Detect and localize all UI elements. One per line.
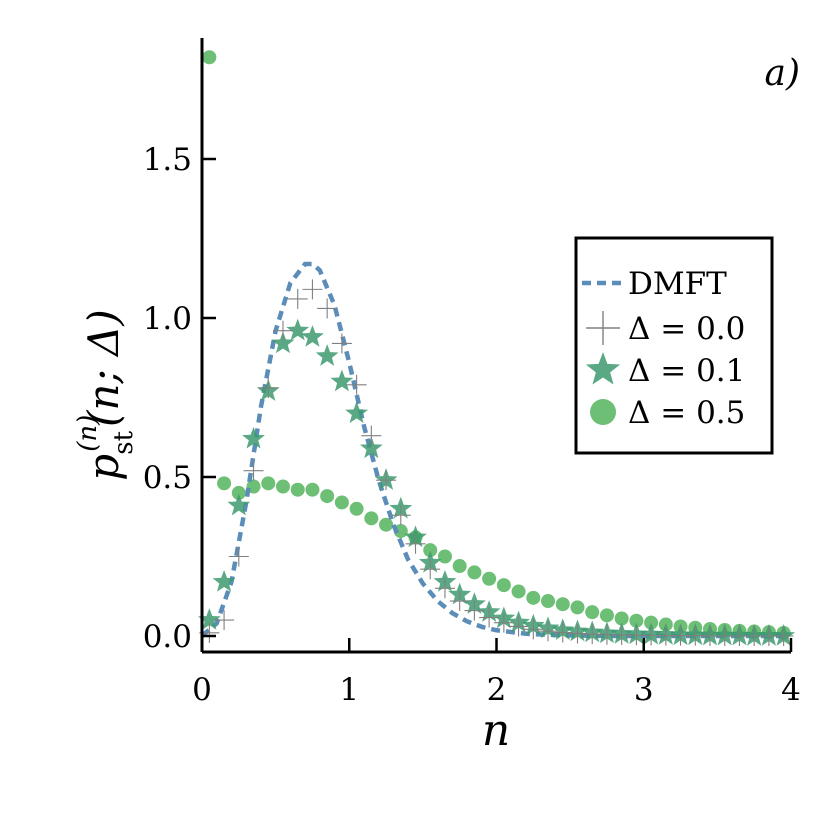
data-point: [570, 600, 585, 615]
data-point: [305, 482, 320, 497]
svg-text:p(n)st(n; Δ): p(n) st (n; Δ): [73, 309, 139, 480]
y-axis-title-args: (n; Δ): [79, 309, 128, 427]
data-point: [349, 501, 364, 516]
data-point: [479, 607, 500, 628]
data-point: [243, 460, 264, 481]
x-tick-label: 4: [781, 672, 801, 708]
data-point: [315, 344, 339, 366]
data-point: [364, 511, 379, 526]
data-point: [555, 597, 570, 612]
data-point: [582, 624, 603, 645]
y-tick-label: 0.0: [143, 619, 192, 655]
data-point: [434, 578, 455, 599]
data-point: [452, 559, 467, 574]
y-tick-label: 1.0: [143, 301, 192, 337]
series-line-dmft: [200, 261, 791, 639]
data-point: [599, 608, 614, 623]
data-point: [437, 549, 452, 564]
y-tick-label: 0.5: [143, 460, 192, 496]
data-point: [227, 493, 251, 516]
data-point: [390, 505, 411, 526]
data-point: [526, 590, 541, 605]
y-axis-title: p(n) st (n; Δ): [73, 309, 139, 480]
data-point: [231, 485, 246, 500]
data-point: [614, 611, 629, 626]
data-point: [242, 426, 265, 449]
data-point: [538, 621, 559, 642]
data-point: [493, 612, 514, 633]
legend-marker: [586, 311, 620, 345]
axis-labels: a) n p(n) st (n; Δ): [73, 53, 800, 756]
data-point: [359, 436, 383, 459]
panel-label: a): [764, 53, 800, 94]
axes: 0 1 2 3 4 0.0 0.5 1.0 1.5: [143, 38, 801, 708]
legend-label: Δ = 0.1: [628, 353, 745, 389]
data-point: [511, 584, 526, 599]
data-point: [301, 325, 324, 347]
data-point: [552, 622, 573, 643]
data-point: [214, 610, 235, 631]
x-tick-label: 2: [487, 672, 507, 708]
legend-label: DMFT: [628, 266, 727, 302]
data-point: [423, 543, 438, 558]
data-point: [467, 565, 482, 580]
data-point: [361, 425, 382, 446]
data-point: [644, 615, 659, 630]
legend: DMFT Δ = 0.0 Δ = 0.1 Δ = 0.5: [574, 236, 774, 455]
data-point: [320, 489, 335, 504]
data-point: [287, 288, 308, 309]
data-point: [567, 623, 588, 644]
data-point: [405, 533, 426, 554]
y-tick-label: 1.5: [143, 142, 192, 178]
data-point: [334, 495, 349, 510]
data-point: [302, 279, 323, 300]
x-axis-title: n: [482, 705, 510, 756]
data-point: [376, 470, 397, 491]
data-point: [345, 401, 369, 424]
data-point: [258, 377, 279, 398]
data-point: [197, 608, 221, 630]
x-tick-label: 1: [339, 672, 359, 708]
data-point: [331, 333, 352, 354]
legend-label: Δ = 0.0: [628, 311, 745, 347]
data-point: [482, 571, 497, 586]
data-point: [420, 559, 441, 580]
data-point: [379, 517, 394, 532]
y-axis-title-subscript: st: [109, 430, 139, 454]
data-point: [202, 50, 217, 65]
data-point: [272, 320, 293, 341]
y-axis-title-symbol: p: [79, 454, 128, 481]
plot-area: [197, 50, 796, 646]
x-tick-label: 3: [634, 672, 654, 708]
data-point: [290, 482, 305, 497]
data-point: [275, 479, 290, 494]
data-point: [212, 569, 236, 592]
series-1-points: [199, 279, 794, 646]
data-point: [217, 476, 232, 491]
data-point: [330, 369, 354, 392]
data-point: [449, 591, 470, 612]
data-point: [271, 331, 295, 354]
data-point: [464, 600, 485, 621]
data-point: [773, 626, 794, 646]
legend-marker: [590, 399, 616, 425]
y-axis-title-superscript: (n): [73, 415, 103, 452]
legend-marker: [585, 352, 621, 385]
legend-label: Δ = 0.5: [628, 395, 745, 431]
data-point: [261, 476, 276, 491]
data-point: [496, 578, 511, 593]
data-point: [346, 374, 367, 395]
data-point: [286, 318, 310, 341]
data-point: [317, 298, 338, 319]
data-point: [228, 546, 249, 567]
x-tick-label: 0: [192, 672, 212, 708]
data-point: [523, 619, 544, 640]
data-point: [393, 524, 408, 539]
data-point: [629, 613, 644, 628]
data-point: [508, 616, 529, 637]
data-point: [541, 594, 556, 609]
data-point: [585, 605, 600, 620]
